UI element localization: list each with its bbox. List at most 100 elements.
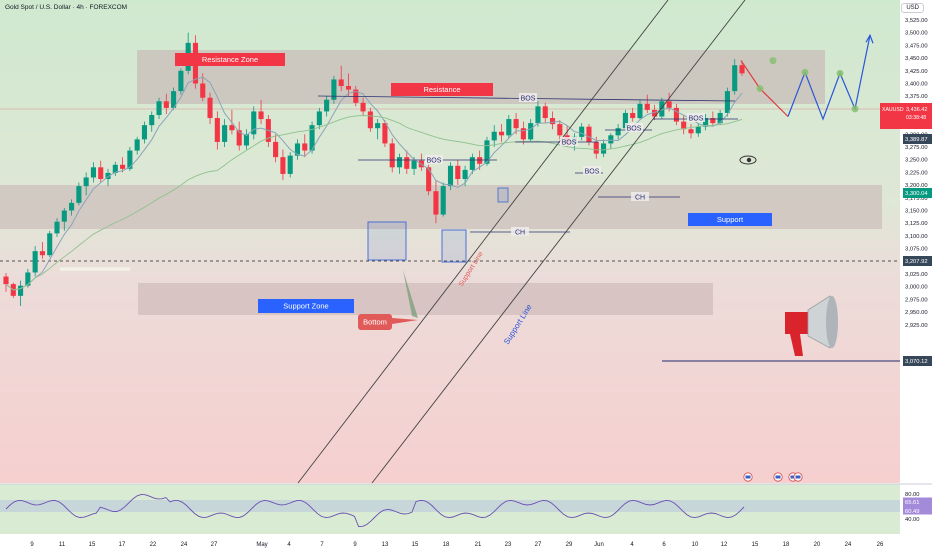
time-axis-label: Jun — [594, 542, 604, 548]
candle-body — [69, 202, 75, 211]
time-axis-label: 17 — [119, 542, 126, 548]
time-axis-label: 9 — [30, 542, 34, 548]
megaphone-icon — [785, 312, 808, 334]
candle-body — [222, 125, 228, 142]
candle-body — [360, 102, 366, 112]
megaphone-horn — [807, 295, 831, 349]
price-tag-symbol: XAUUSD — [882, 107, 904, 113]
candle-body — [462, 169, 468, 180]
moving-average-slow — [5, 115, 743, 291]
currency-selector[interactable]: USD — [901, 3, 924, 13]
price-axis-tick: 3,400.00 — [905, 82, 928, 88]
candle-body — [455, 165, 461, 180]
candle-body — [134, 139, 140, 151]
candle-body — [316, 111, 322, 126]
candle-body — [25, 272, 31, 286]
price-axis-tick: 3,175.00 — [905, 196, 928, 202]
chart-title: Gold Spot / U.S. Dollar · 4h · FOREXCOM — [5, 4, 128, 11]
candle-body — [688, 129, 694, 134]
event-flag-inner — [745, 475, 751, 479]
megaphone-mouth — [826, 296, 838, 348]
candle-body — [309, 125, 315, 151]
candle-body — [652, 109, 658, 117]
candle-body — [710, 118, 716, 124]
candle-body — [214, 118, 220, 142]
price-axis-tick: 3,150.00 — [905, 209, 928, 215]
candle-body — [273, 141, 279, 158]
candle-body — [681, 121, 687, 130]
candle-body — [528, 123, 534, 140]
candle-body — [695, 126, 701, 134]
candle-body — [149, 114, 155, 126]
consolidation-box — [497, 187, 509, 203]
candle-body — [557, 124, 563, 136]
time-axis-label: 13 — [382, 542, 389, 548]
candle-body — [200, 83, 206, 98]
price-tag — [903, 134, 932, 144]
time-axis-label: 4 — [630, 542, 634, 548]
candle-body — [294, 143, 301, 156]
price-axis-tick: 2,925.00 — [905, 323, 928, 329]
price-tag-countdown: 03:38:48 — [906, 115, 926, 121]
support-zone — [138, 283, 713, 315]
bottom-label: Bottom — [363, 318, 387, 327]
price-axis-tick: 2,975.00 — [905, 297, 928, 303]
eye-icon-pupil — [746, 157, 752, 163]
channel-lower-line — [371, 0, 746, 484]
price-axis-tick: 3,125.00 — [905, 221, 928, 227]
time-axis-label: 24 — [181, 542, 188, 548]
price-axis-tick: 3,375.00 — [905, 94, 928, 100]
price-axis-tick: 3,250.00 — [905, 158, 928, 164]
candle-body — [287, 155, 293, 174]
projection-marker — [801, 68, 809, 76]
projection-marker — [769, 57, 777, 65]
rsi-axis-tick: 65.61 — [905, 500, 920, 506]
time-axis-label: 10 — [692, 542, 699, 548]
price-axis-tick: 2,950.00 — [905, 310, 928, 316]
candle-body — [156, 101, 162, 115]
candle-body — [520, 128, 526, 140]
candle-body — [54, 221, 60, 234]
candle-body — [396, 157, 403, 168]
candle-body — [411, 160, 417, 169]
support-zone-label-box — [258, 299, 354, 313]
time-axis-label: 21 — [475, 542, 482, 548]
price-axis-tick: 3,525.00 — [905, 18, 928, 24]
resistance-label: Resistance — [423, 85, 460, 94]
candle-body — [404, 157, 410, 169]
candle-body — [47, 233, 53, 256]
candle-body — [258, 111, 264, 120]
projection-arrowhead — [865, 33, 874, 44]
candle-body — [112, 164, 118, 173]
candle-body — [739, 65, 745, 74]
candle-body — [622, 112, 628, 129]
price-tag — [903, 356, 932, 366]
time-axis-label: 24 — [845, 542, 852, 548]
candle-body — [163, 101, 169, 108]
candle-body — [506, 119, 512, 136]
moving-average-fast — [5, 76, 743, 291]
price-tag — [903, 256, 932, 266]
event-flag-inner — [790, 475, 796, 479]
price-tag — [880, 103, 932, 129]
bottom-label-box — [358, 314, 392, 330]
candle-body — [644, 103, 650, 110]
support-label: Support — [717, 215, 744, 224]
price-axis — [900, 0, 932, 550]
bottom-arrow — [403, 270, 418, 318]
time-axis — [0, 534, 932, 550]
candle-body — [98, 167, 104, 180]
candle-body — [127, 150, 133, 169]
structure-label: BOS — [689, 116, 704, 123]
candle-body — [513, 119, 519, 129]
price-axis-tick: 3,475.00 — [905, 43, 928, 49]
time-axis-label: 22 — [150, 542, 157, 548]
consolidation-box — [367, 221, 407, 261]
candle-body — [324, 99, 330, 112]
resistance-zone-label-box — [175, 53, 285, 66]
candle-body — [32, 251, 38, 273]
bottom-pointer — [392, 318, 418, 324]
candle-body — [666, 101, 672, 108]
